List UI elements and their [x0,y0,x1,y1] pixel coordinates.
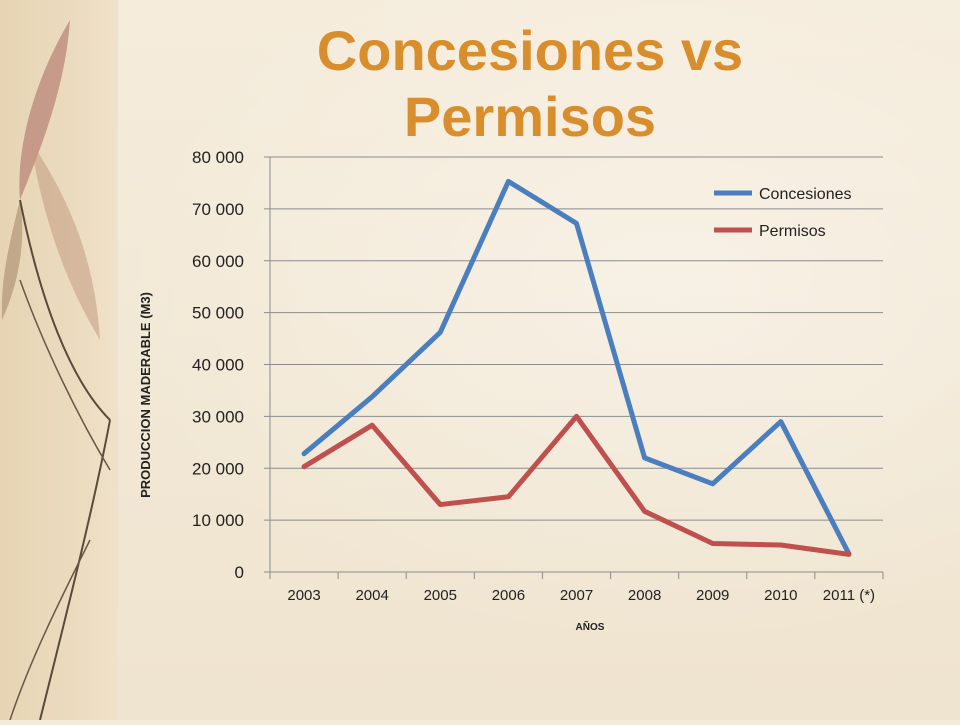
y-tick-label: 50 000 [192,304,244,323]
x-tick-label: 2004 [355,587,388,604]
x-axis-tick-labels: 2003 2004 2005 2006 2007 2008 2009 2010 2011 (*) [287,587,875,604]
x-tick-label: 2006 [492,587,525,604]
y-tick-label: 80 000 [192,148,244,167]
data-point-concesiones [643,456,647,460]
y-tick-label: 70 000 [192,200,244,219]
data-point-concesiones [370,395,374,399]
x-tick-label: 2008 [628,587,661,604]
data-point-concesiones [438,330,442,334]
data-point-concesiones [302,452,306,456]
x-tick-label: 2009 [696,587,729,604]
y-tick-label: 30 000 [192,407,244,426]
slide-title-line1: Concesiones vs [316,19,744,82]
y-tick-label: 0 [235,563,244,582]
data-point-concesiones [575,221,578,225]
x-tick-label: 2005 [424,587,457,604]
x-tick-label: 2010 [764,587,797,604]
y-tick-label: 20 000 [192,459,244,478]
data-point-permisos [302,465,306,469]
data-point-concesiones [779,420,783,424]
y-tick-label: 40 000 [192,356,244,375]
decorative-leaf-strip [0,0,118,721]
data-point-permisos [438,503,442,507]
x-tick-label: 2003 [287,587,320,604]
data-point-permisos [711,541,715,545]
data-point-permisos [506,495,510,499]
data-point-permisos [847,552,851,556]
x-axis-title: AÑOS [576,620,605,633]
legend-label-concesiones: Concesiones [759,186,852,203]
slide-title-line2: Permisos [403,85,657,148]
data-point-permisos [779,543,783,547]
data-point-concesiones [506,179,510,183]
data-point-permisos [370,423,374,427]
y-axis-title: PRODUCCION MADERABLE (M3) [138,292,153,498]
data-point-permisos [643,509,647,513]
slide-title: Concesiones vs Permisos [150,18,910,150]
data-point-permisos [575,414,578,418]
chart-series [301,178,852,557]
leaf-decoration-icon [1,20,111,721]
x-tick-label: 2007 [560,587,593,604]
chart-legend: Concesiones Permisos [714,186,852,240]
data-point-concesiones [711,482,715,486]
x-tick-label: 2011 (*) [823,587,875,604]
y-axis-tick-labels: 0 10 000 20 000 30 000 40 000 50 000 60 000 70 … [192,148,244,582]
chart-axes [264,156,884,579]
y-tick-label: 60 000 [192,252,244,271]
legend-label-permisos: Permisos [759,223,826,240]
chart-gridlines [270,156,883,573]
y-tick-label: 10 000 [192,511,244,530]
